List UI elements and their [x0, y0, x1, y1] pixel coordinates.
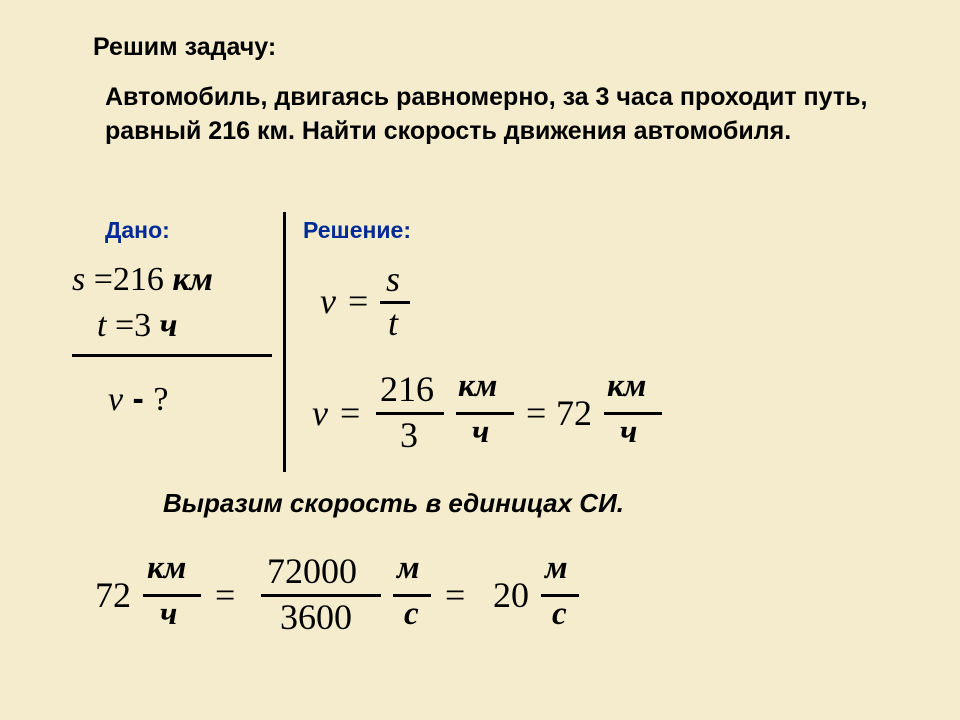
f1-eq: = — [348, 280, 368, 322]
var-s: s — [72, 261, 85, 298]
f3-eq2: = — [445, 574, 465, 616]
f3-eq1: = — [215, 574, 235, 616]
f3-n3: м — [397, 550, 420, 587]
f1-v: v — [320, 280, 336, 322]
f3-val1: 72 — [95, 574, 131, 616]
f1-num: s — [386, 258, 400, 300]
f2-den1: 3 — [400, 414, 418, 456]
f1-den: t — [388, 302, 398, 344]
f3-n1: км — [147, 550, 186, 587]
f2-res-den-unit: ч — [620, 414, 637, 451]
eq-t: = — [106, 307, 134, 344]
question-mark: ? — [153, 381, 168, 418]
f2-eq2: = — [526, 392, 546, 434]
given-label: Дано: — [105, 217, 170, 244]
f2-num-unit: км — [458, 368, 497, 405]
f3-n4: м — [545, 550, 568, 587]
given-time: t =3 ч — [97, 306, 178, 345]
dash: - — [123, 380, 153, 418]
page-title: Решим задачу: — [93, 33, 276, 62]
f3-n2: 72000 — [267, 550, 357, 592]
f2-num1: 216 — [380, 368, 434, 410]
f2-result: 72 — [556, 392, 592, 434]
vertical-divider — [283, 212, 286, 472]
solution-label: Решение: — [303, 217, 411, 244]
f2-v: v — [312, 392, 328, 434]
to-find: v - ? — [108, 380, 168, 419]
f2-res-num-unit: км — [607, 368, 646, 405]
f3-d1: ч — [160, 596, 177, 633]
horizontal-divider — [72, 354, 272, 357]
unit-s: км — [164, 261, 213, 298]
val-s: 216 — [113, 261, 164, 298]
f3-d3: с — [404, 596, 419, 633]
problem-statement: Автомобиль, двигаясь равномерно, за 3 ча… — [105, 81, 900, 149]
val-t: 3 — [134, 307, 151, 344]
f3-result: 20 — [493, 574, 529, 616]
f2-eq: = — [340, 392, 360, 434]
unit-t: ч — [151, 307, 177, 344]
si-conversion-text: Выразим скорость в единицах СИ. — [163, 488, 624, 519]
f3-d2: 3600 — [280, 596, 352, 638]
var-v: v — [108, 381, 123, 418]
f2-den-unit: ч — [472, 414, 489, 451]
eq-s: = — [85, 261, 113, 298]
given-distance: s =216 км — [72, 260, 213, 299]
f3-d4: с — [552, 596, 567, 633]
